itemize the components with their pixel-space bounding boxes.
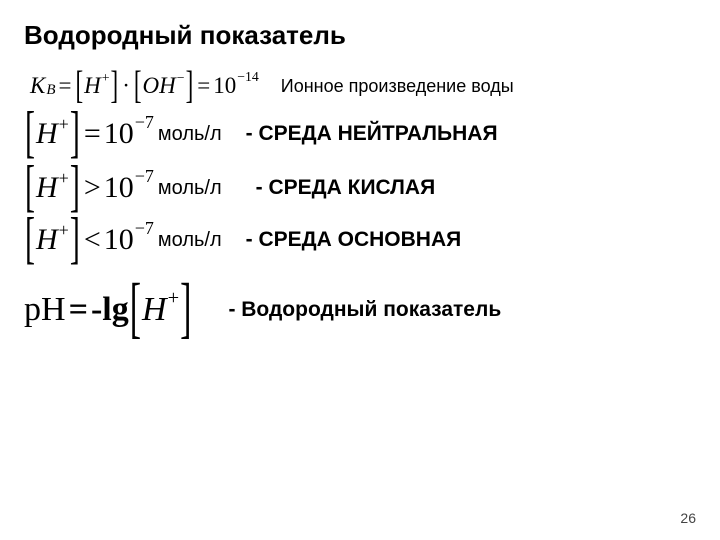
row-ph: pH = -lg [H+] - Водородный показатель: [24, 291, 690, 329]
row-ionic-product: KB = [H+] · [OH−] = 10−14 Ионное произве…: [30, 73, 690, 99]
exp-a: −7: [134, 166, 154, 187]
ion-H-n: H: [36, 117, 58, 151]
label-neutral: - Среда нейтральная: [246, 122, 498, 146]
lbracket-2: [: [133, 64, 143, 108]
ion-OH: OH: [143, 73, 176, 99]
sup-plus-1: +: [101, 70, 110, 86]
lbracket-ph: [: [129, 272, 142, 348]
ion-H-ph: H: [142, 291, 167, 329]
base10-b: 10: [104, 223, 134, 257]
ion-H-a: H: [36, 171, 58, 205]
equals-ph: =: [66, 291, 91, 329]
rbracket-ph: ]: [179, 272, 192, 348]
sup-plus-a: +: [58, 168, 69, 189]
slide: Водородный показатель KB = [H+] · [OH−] …: [0, 0, 720, 540]
unit-n: моль/л: [158, 123, 222, 146]
sub-B: B: [45, 82, 55, 99]
ion-H-1: H: [84, 73, 101, 99]
dot-op: ·: [119, 73, 133, 99]
rbracket-b: ]: [69, 208, 81, 273]
cmp-n: =: [81, 117, 104, 151]
lbracket-b: [: [24, 208, 36, 273]
unit-b: моль/л: [158, 229, 222, 252]
sup-plus-b: +: [58, 220, 69, 241]
ph-lhs: pH: [24, 291, 66, 329]
equals-1: =: [55, 73, 74, 99]
label-ionic-product: Ионное произведение воды: [281, 76, 514, 97]
base10-n: 10: [104, 117, 134, 151]
exp-14: −14: [236, 69, 259, 85]
formula-acidic: [H+]>10−7: [24, 171, 154, 205]
row-neutral: [H+]=10−7 моль/л - Среда нейтральная: [24, 117, 690, 151]
unit-a: моль/л: [158, 177, 222, 200]
sym-K: K: [30, 73, 45, 99]
equals-2: =: [194, 73, 213, 99]
formula-neutral: [H+]=10−7: [24, 117, 154, 151]
sup-minus-oh: −: [176, 70, 185, 86]
cmp-b: <: [81, 223, 104, 257]
sup-plus-n: +: [58, 114, 69, 135]
exp-n: −7: [134, 112, 154, 133]
base-10-a: 10: [213, 73, 236, 99]
row-basic: [H+]<10−7 моль/л - Среда основная: [24, 223, 690, 257]
cmp-a: >: [81, 171, 104, 205]
formula-ph: pH = -lg [H+]: [24, 291, 192, 329]
ion-H-b: H: [36, 223, 58, 257]
base10-a2: 10: [104, 171, 134, 205]
row-acidic: [H+]>10−7 моль/л - Среда кислая: [24, 171, 690, 205]
label-ph: - Водородный показатель: [228, 298, 501, 322]
label-basic: - Среда основная: [246, 228, 462, 252]
formula-ionic-product: KB = [H+] · [OH−] = 10−14: [30, 73, 259, 99]
exp-b: −7: [134, 218, 154, 239]
page-number: 26: [680, 510, 696, 526]
formula-basic: [H+]<10−7: [24, 223, 154, 257]
sup-plus-ph: +: [167, 287, 180, 310]
rbracket-1: ]: [110, 64, 120, 108]
label-acidic: - Среда кислая: [256, 176, 436, 200]
ph-op: -lg: [91, 291, 129, 329]
rbracket-2: ]: [185, 64, 195, 108]
page-title: Водородный показатель: [24, 20, 690, 51]
